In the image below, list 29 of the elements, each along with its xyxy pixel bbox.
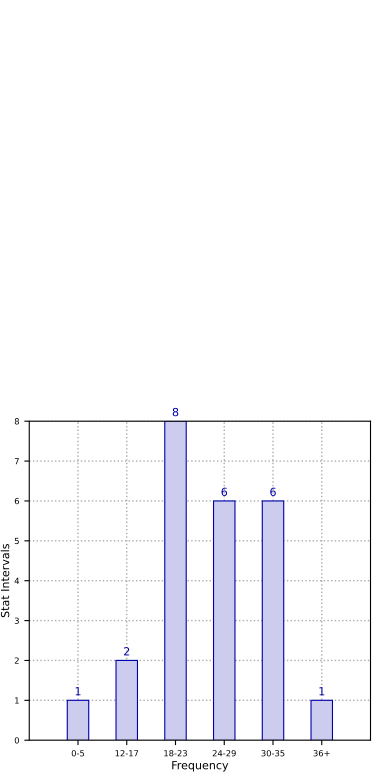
y-tick-label: 1 <box>15 697 19 704</box>
x-tick-label: 18-23 <box>164 750 187 756</box>
y-tick-label: 4 <box>14 578 20 584</box>
y-tick-label: 7 <box>14 458 19 464</box>
data-label: 6 <box>270 488 276 496</box>
x-tick-label: 0-5 <box>72 750 84 756</box>
x-tick-label: 12-17 <box>116 750 138 756</box>
y-tick-label: 0 <box>14 737 19 744</box>
data-label: 2 <box>124 647 130 656</box>
data-label: 6 <box>221 488 228 496</box>
x-axis-title: Frequency <box>172 761 228 772</box>
bar <box>115 660 138 740</box>
data-label: 8 <box>172 408 178 416</box>
x-tick-label: 30-35 <box>262 750 284 756</box>
y-axis-title: Stat Intervals <box>0 544 10 618</box>
y-tick-label: 5 <box>14 538 19 544</box>
bar <box>212 500 236 740</box>
y-tick-label: 3 <box>14 618 19 624</box>
y-tick-label: 2 <box>14 657 19 664</box>
x-tick-label: 36+ <box>314 750 330 756</box>
bar <box>164 421 187 740</box>
y-tick-label: 8 <box>14 418 19 424</box>
data-label: 1 <box>319 687 324 696</box>
x-tick-label: 24-29 <box>212 750 236 756</box>
y-tick-label: 6 <box>14 498 20 504</box>
bar <box>310 700 334 740</box>
bar <box>262 500 284 740</box>
bar <box>66 700 90 740</box>
data-label: 1 <box>76 687 81 696</box>
